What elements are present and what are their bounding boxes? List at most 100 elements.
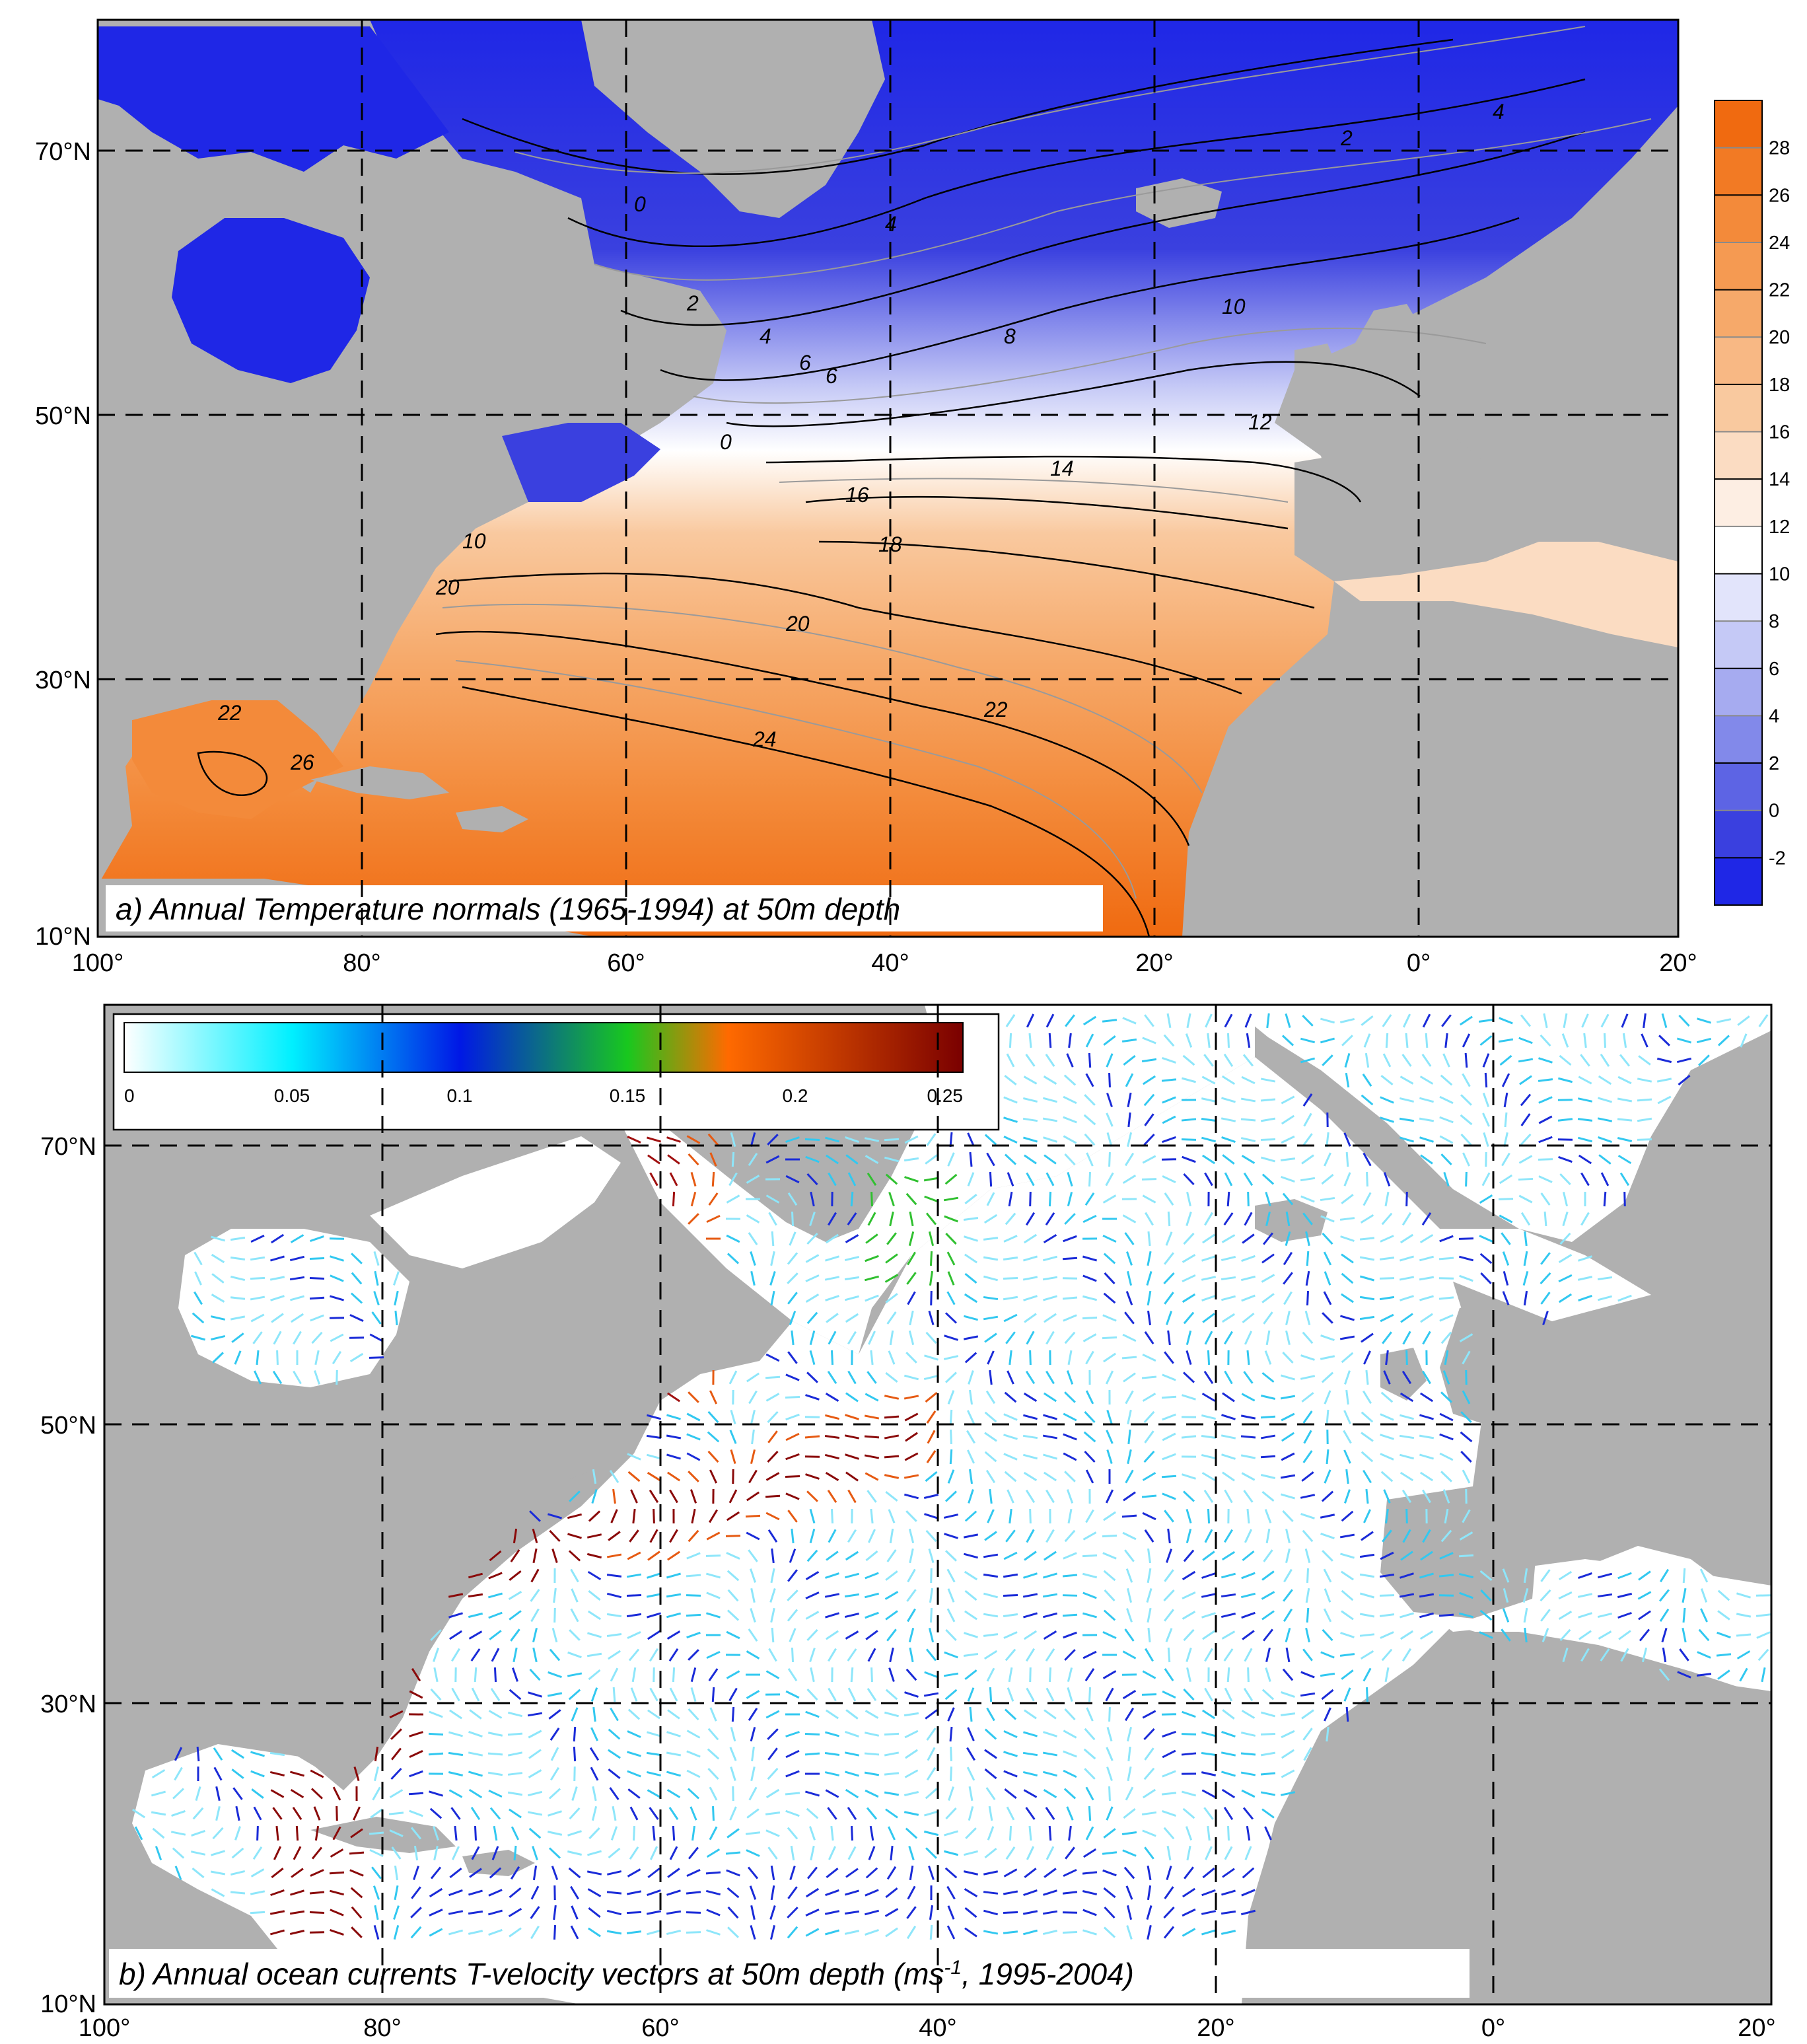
velocity-vector (1221, 1630, 1236, 1640)
iso-label: 20 (435, 575, 460, 599)
velocity-vector (728, 1370, 738, 1385)
velocity-vector (1283, 1589, 1293, 1602)
velocity-vector (1043, 1076, 1057, 1085)
velocity-vector (1285, 1211, 1291, 1227)
velocity-vector (1324, 1588, 1331, 1603)
velocity-vector (1085, 1390, 1094, 1405)
velocity-vector (1221, 1117, 1236, 1122)
velocity-vector (429, 1710, 443, 1718)
velocity-vector (1597, 1572, 1613, 1579)
iso-label: 26 (290, 750, 314, 774)
velocity-vector (1123, 1491, 1136, 1502)
velocity-vector (884, 1772, 900, 1776)
velocity-vector (1105, 1687, 1114, 1702)
velocity-vector (806, 1311, 818, 1325)
velocity-vector (1186, 1845, 1191, 1861)
velocity-vector (963, 1850, 979, 1856)
velocity-vector (1281, 1769, 1295, 1778)
velocity-vector (507, 1751, 523, 1757)
velocity-vector (1063, 1631, 1077, 1639)
velocity-vector (647, 1612, 661, 1619)
velocity-vector (1419, 1076, 1434, 1085)
velocity-vector (1023, 1789, 1038, 1798)
colorbar-label: 16 (1769, 422, 1790, 443)
velocity-vector (289, 1276, 305, 1281)
velocity-vector (945, 1629, 957, 1641)
velocity-vector (626, 1890, 642, 1895)
velocity-vector (1003, 1631, 1018, 1639)
velocity-vector (1460, 1411, 1472, 1423)
velocity-vector (152, 1827, 165, 1839)
velocity-vector (769, 1905, 776, 1920)
velocity-vector (430, 1866, 442, 1880)
velocity-vector (825, 1889, 839, 1897)
velocity-vector (1359, 1315, 1375, 1321)
velocity-vector (1043, 1295, 1057, 1301)
velocity-vector (433, 1845, 439, 1861)
velocity-vector (964, 1589, 977, 1601)
velocity-vector (649, 1846, 658, 1860)
velocity-vector (1359, 1613, 1375, 1618)
panel-a-x-tick: 60° (607, 949, 645, 977)
velocity-vector (771, 1627, 775, 1643)
velocity-vector (1186, 1528, 1192, 1544)
velocity-vector (765, 1829, 780, 1837)
velocity-vector (1440, 1471, 1452, 1482)
velocity-vector (1063, 1788, 1077, 1800)
velocity-vector (1201, 1752, 1217, 1756)
panel-b-caption-tail: , 1995-2004) (962, 1957, 1134, 1991)
velocity-vector (1341, 1510, 1354, 1522)
panel-a-y-tick: 30°N (35, 667, 91, 694)
velocity-vector (1042, 1276, 1058, 1281)
velocity-vector (731, 1706, 735, 1722)
velocity-vector (686, 1931, 701, 1934)
velocity-vector (1242, 1054, 1254, 1067)
velocity-vector (1578, 1255, 1592, 1262)
velocity-vector (230, 1891, 246, 1895)
velocity-vector (350, 1828, 363, 1839)
velocity-vector (1066, 1489, 1074, 1504)
panel-b-x-tick: 100° (79, 2014, 131, 2042)
velocity-vector (983, 1256, 999, 1261)
velocity-vector (767, 1747, 778, 1761)
velocity-vector (1260, 1138, 1276, 1142)
velocity-vector (1462, 1390, 1471, 1405)
velocity-vector (1637, 1098, 1652, 1102)
velocity-vector (1063, 1135, 1077, 1144)
velocity-vector (1306, 1568, 1310, 1584)
velocity-vector (1221, 1295, 1236, 1301)
velocity-vector (1281, 1452, 1295, 1461)
velocity-vector (1003, 1434, 1018, 1440)
velocity-vector (928, 1627, 935, 1643)
velocity-vector (1439, 1314, 1454, 1322)
velocity-vector (850, 1825, 854, 1841)
velocity-vector (868, 1846, 876, 1860)
velocity-vector (1280, 1791, 1296, 1796)
velocity-vector (750, 1270, 756, 1286)
velocity-vector (805, 1790, 820, 1797)
velocity-vector (905, 1510, 917, 1522)
velocity-vector (230, 1276, 246, 1281)
velocity-vector (1226, 1191, 1230, 1207)
velocity-vector (1003, 1551, 1018, 1560)
colorbar-label: 4 (1769, 706, 1779, 727)
velocity-vector (810, 1667, 815, 1683)
velocity-vector (627, 1751, 641, 1757)
velocity-vector (1029, 1350, 1032, 1366)
velocity-vector (1125, 1291, 1133, 1305)
velocity-vector (1066, 1053, 1074, 1068)
panel-b-y-tick: 70°N (40, 1133, 96, 1161)
velocity-vector (1260, 1098, 1276, 1102)
velocity-vector (1617, 1611, 1632, 1619)
velocity-vector (1086, 1707, 1094, 1722)
velocity-vector (1207, 1825, 1211, 1841)
velocity-vector (1600, 1053, 1610, 1068)
velocity-vector (1499, 1214, 1513, 1223)
velocity-vector (827, 1489, 837, 1504)
velocity-vector (1246, 1033, 1251, 1048)
velocity-vector (1043, 1731, 1057, 1737)
velocity-vector (789, 1628, 797, 1642)
velocity-vector (212, 1352, 224, 1364)
velocity-vector (1498, 1038, 1514, 1043)
